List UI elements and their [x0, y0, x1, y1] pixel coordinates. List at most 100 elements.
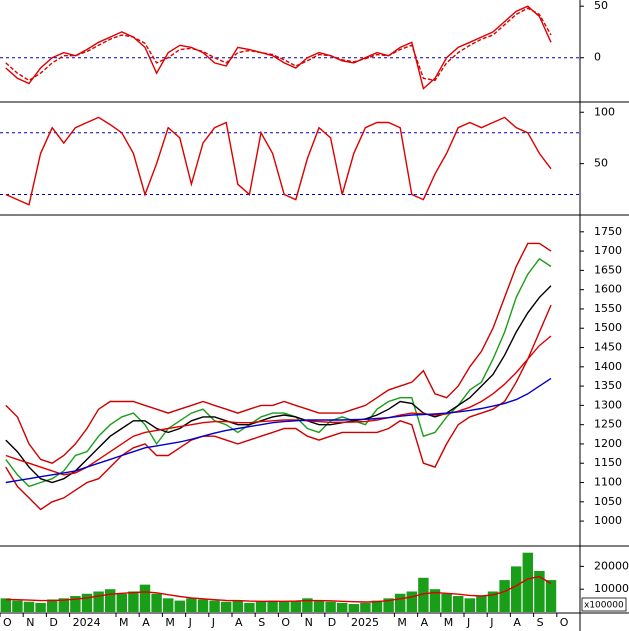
volume-bar — [220, 601, 232, 612]
series-line — [5, 242, 552, 464]
volume-bar — [197, 599, 209, 612]
x-tick-label: A — [513, 616, 521, 629]
volume-bar — [383, 598, 394, 612]
volume-bar — [360, 602, 371, 612]
x-tick-label: M — [119, 616, 129, 629]
series-line — [5, 377, 552, 484]
volume-bar — [232, 600, 244, 612]
volume-bar — [255, 601, 267, 612]
series-line — [5, 304, 552, 511]
volume-bar — [464, 598, 476, 612]
volume-bar — [93, 591, 104, 612]
y-tick-label: 1650 — [594, 263, 622, 276]
volume-bar — [70, 596, 81, 612]
volume-bar — [139, 584, 151, 612]
volume-bar — [58, 598, 70, 612]
y-tick-label: 1250 — [594, 418, 622, 431]
series-line — [5, 5, 552, 90]
volume-bar — [418, 577, 429, 612]
volume-bar — [429, 589, 441, 612]
y-tick-label: 1100 — [594, 476, 622, 489]
volume-bar — [348, 604, 360, 612]
volume-bar — [151, 593, 162, 612]
y-tick-label: 1150 — [594, 456, 622, 469]
x-tick-label: M — [397, 616, 407, 629]
y-tick-label: 1050 — [594, 495, 622, 508]
y-tick-label: 1600 — [594, 283, 622, 296]
y-tick-label: 1750 — [594, 225, 622, 238]
volume-bar — [267, 600, 278, 612]
volume-bar — [534, 570, 545, 612]
x-tick-label: M — [444, 616, 454, 629]
volume-bar — [46, 599, 58, 612]
volume-bar — [545, 580, 557, 612]
x-tick-label: A — [235, 616, 243, 629]
volume-bar — [12, 600, 23, 612]
volume-bar — [35, 602, 46, 612]
x-tick-label: D — [328, 616, 336, 629]
y-tick-label: 1400 — [594, 360, 622, 373]
volume-bar — [244, 602, 255, 612]
unit-box — [581, 597, 627, 612]
y-tick-label: 1300 — [594, 398, 622, 411]
x-tick-label: M — [165, 616, 175, 629]
x-tick-label: J — [188, 616, 192, 629]
volume-bar — [476, 596, 487, 612]
volume-bar — [452, 596, 464, 612]
x-tick-label: N — [26, 616, 34, 629]
volume-bar — [162, 598, 174, 612]
volume-bar — [104, 589, 116, 612]
volume-bar — [522, 552, 534, 612]
y-tick-label: 1200 — [594, 437, 622, 450]
y-tick-label: 1500 — [594, 321, 622, 334]
volume-bar — [302, 598, 313, 612]
volume-bar — [394, 593, 406, 612]
volume-bar — [487, 591, 499, 612]
x-tick-label: N — [305, 616, 313, 629]
series-line — [5, 575, 552, 603]
y-tick-label: 50 — [594, 0, 608, 12]
volume-bar — [174, 600, 186, 612]
volume-bar — [278, 601, 290, 612]
volume-bar — [499, 580, 510, 612]
y-tick-label: 50 — [594, 157, 608, 170]
x-tick-label: A — [421, 616, 429, 629]
volume-bar — [0, 598, 12, 612]
y-tick-label: 10000 — [594, 582, 629, 595]
volume-bar — [510, 566, 522, 612]
y-tick-label: 1550 — [594, 302, 622, 315]
y-tick-label: 1000 — [594, 514, 622, 527]
series-line — [5, 257, 552, 488]
volume-bar — [23, 601, 35, 612]
volume-bar — [371, 600, 383, 612]
volume-bar — [313, 600, 325, 612]
x-tick-label: J — [466, 616, 470, 629]
y-tick-label: 0 — [594, 51, 601, 64]
x-tick-label: O — [281, 616, 290, 629]
unit-label: x100000 — [584, 601, 624, 611]
volume-bar — [336, 602, 348, 612]
volume-bar — [116, 593, 128, 612]
volume-bar — [290, 600, 302, 612]
x-tick-label: 2024 — [73, 616, 101, 629]
series-line — [5, 285, 552, 484]
x-tick-label: 2025 — [351, 616, 379, 629]
x-tick-label: S — [537, 616, 544, 629]
y-tick-label: 1450 — [594, 341, 622, 354]
y-tick-label: 1700 — [594, 244, 622, 257]
volume-bar — [406, 591, 418, 612]
x-tick-label: J — [489, 616, 493, 629]
y-tick-label: 100 — [594, 105, 615, 118]
x-tick-label: O — [3, 616, 12, 629]
series-line — [5, 335, 552, 476]
x-tick-label: A — [142, 616, 150, 629]
volume-bar — [441, 593, 452, 612]
series-line — [5, 116, 552, 206]
x-tick-label: O — [560, 616, 569, 629]
y-tick-label: 1350 — [594, 379, 622, 392]
volume-bar — [186, 598, 197, 612]
series-line — [5, 7, 552, 82]
volume-bar — [128, 591, 139, 612]
